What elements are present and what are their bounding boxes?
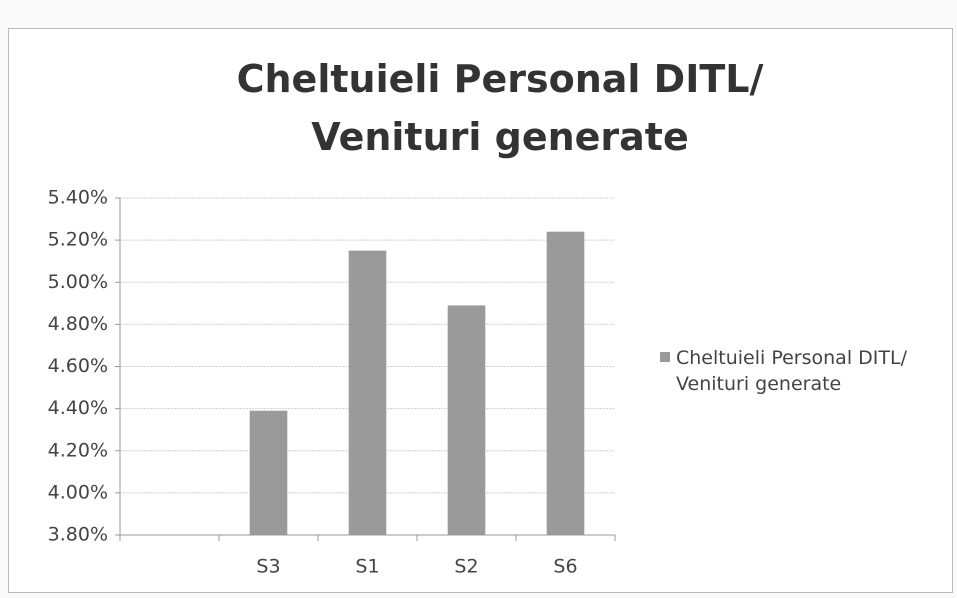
bar [249, 410, 288, 535]
y-tick-label: 3.80% [48, 524, 108, 546]
bar [447, 305, 486, 535]
x-tick-label: S2 [454, 556, 478, 578]
x-tick-label: S6 [553, 556, 577, 578]
y-tick-label: 4.40% [48, 397, 108, 419]
chart-title: Cheltuieli Personal DITL/ Venituri gener… [236, 57, 764, 159]
y-tick-label: 5.20% [48, 229, 108, 251]
x-tick-label: S1 [355, 556, 379, 578]
y-tick-label: 5.00% [48, 271, 108, 293]
y-tick-label: 4.60% [48, 355, 108, 377]
legend-label: Cheltuieli Personal DITL/ Venituri gener… [676, 347, 907, 395]
y-tick-label: 4.20% [48, 439, 108, 461]
legend-swatch [660, 352, 670, 362]
y-tick-label: 4.00% [48, 481, 108, 503]
y-tick-label: 4.80% [48, 313, 108, 335]
x-tick-label: S3 [256, 556, 280, 578]
bar [348, 250, 387, 535]
y-tick-label: 5.40% [48, 187, 108, 209]
bar [546, 231, 585, 535]
legend: Cheltuieli Personal DITL/ Venituri gener… [660, 345, 957, 397]
